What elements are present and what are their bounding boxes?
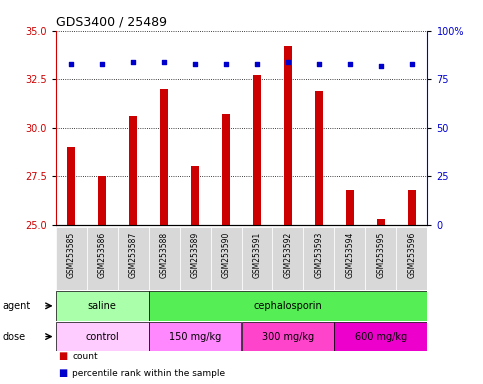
Text: 150 mg/kg: 150 mg/kg	[169, 331, 221, 342]
Point	[377, 63, 385, 69]
Bar	[284, 46, 292, 225]
Text: percentile rank within the sample: percentile rank within the sample	[72, 369, 226, 378]
Bar	[56, 322, 149, 351]
Point	[253, 61, 261, 67]
Bar	[160, 89, 168, 225]
Bar	[86, 227, 117, 290]
Text: ■: ■	[58, 368, 67, 378]
Text: GDS3400 / 25489: GDS3400 / 25489	[56, 15, 167, 28]
Bar	[366, 227, 397, 290]
Bar	[253, 75, 261, 225]
Text: GSM253587: GSM253587	[128, 232, 138, 278]
Point	[315, 61, 323, 67]
Text: GSM253593: GSM253593	[314, 232, 324, 278]
Bar	[222, 114, 230, 225]
Text: count: count	[72, 352, 98, 361]
Bar	[272, 227, 303, 290]
Bar	[334, 227, 366, 290]
Text: GSM253594: GSM253594	[345, 232, 355, 278]
Bar	[303, 227, 334, 290]
Text: GSM253589: GSM253589	[190, 232, 199, 278]
Text: GSM253596: GSM253596	[408, 232, 416, 278]
Bar	[334, 322, 427, 351]
Point	[222, 61, 230, 67]
Bar	[180, 227, 211, 290]
Point	[191, 61, 199, 67]
Point	[129, 59, 137, 65]
Text: cephalosporin: cephalosporin	[254, 301, 322, 311]
Text: GSM253588: GSM253588	[159, 232, 169, 278]
Bar	[149, 227, 180, 290]
Text: saline: saline	[87, 301, 116, 311]
Text: GSM253592: GSM253592	[284, 232, 293, 278]
Point	[408, 61, 416, 67]
Text: ■: ■	[58, 351, 67, 361]
Bar	[377, 219, 385, 225]
Text: dose: dose	[2, 331, 26, 342]
Text: control: control	[85, 331, 119, 342]
Bar	[242, 322, 334, 351]
Bar	[242, 227, 272, 290]
Bar	[346, 190, 354, 225]
Bar	[149, 322, 242, 351]
Text: GSM253590: GSM253590	[222, 232, 230, 278]
Bar	[98, 176, 106, 225]
Text: GSM253585: GSM253585	[67, 232, 75, 278]
Point	[160, 59, 168, 65]
Text: GSM253586: GSM253586	[98, 232, 107, 278]
Bar	[56, 291, 149, 321]
Point	[98, 61, 106, 67]
Bar	[211, 227, 242, 290]
Bar	[408, 190, 416, 225]
Bar	[149, 291, 427, 321]
Bar	[315, 91, 323, 225]
Text: agent: agent	[2, 301, 30, 311]
Text: GSM253595: GSM253595	[376, 232, 385, 278]
Bar	[397, 227, 427, 290]
Bar	[191, 167, 199, 225]
Bar	[117, 227, 149, 290]
Bar	[67, 147, 75, 225]
Point	[284, 59, 292, 65]
Text: GSM253591: GSM253591	[253, 232, 261, 278]
Bar	[129, 116, 137, 225]
Point	[346, 61, 354, 67]
Text: 600 mg/kg: 600 mg/kg	[355, 331, 407, 342]
Point	[67, 61, 75, 67]
Bar	[56, 227, 86, 290]
Text: 300 mg/kg: 300 mg/kg	[262, 331, 314, 342]
